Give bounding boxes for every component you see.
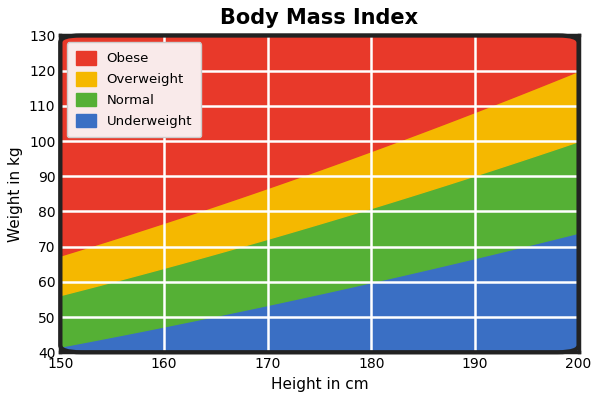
X-axis label: Height in cm: Height in cm — [271, 377, 368, 392]
Title: Body Mass Index: Body Mass Index — [220, 8, 418, 28]
Y-axis label: Weight in kg: Weight in kg — [8, 146, 23, 242]
Legend: Obese, Overweight, Normal, Underweight: Obese, Overweight, Normal, Underweight — [67, 42, 201, 137]
